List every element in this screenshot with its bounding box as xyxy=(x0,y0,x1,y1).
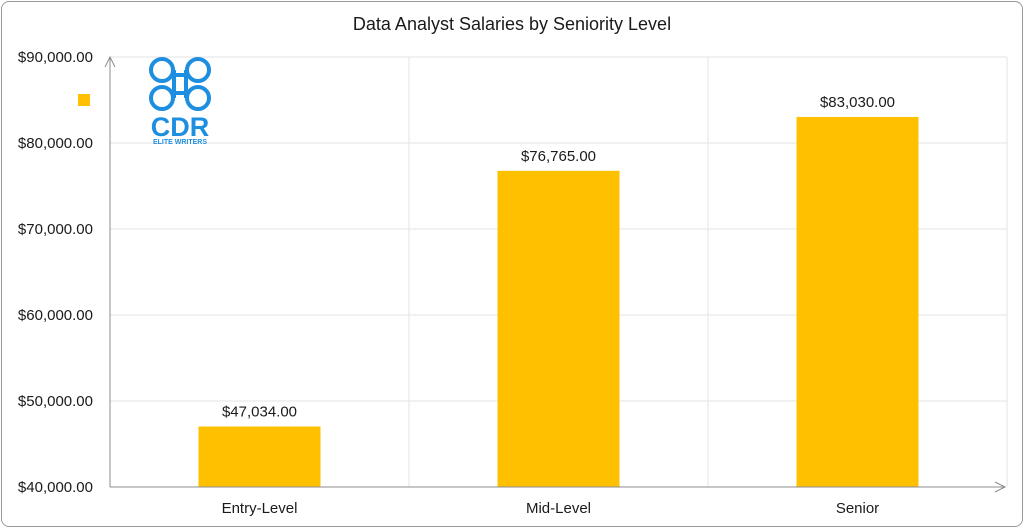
category-labels: Entry-Level Mid-Level Senior xyxy=(222,500,880,517)
category-label: Entry-Level xyxy=(222,500,298,517)
y-tick-label: $70,000.00 xyxy=(18,221,93,238)
y-tick-label: $50,000.00 xyxy=(18,393,93,410)
y-tick-label: $60,000.00 xyxy=(18,307,93,324)
data-label: $83,030.00 xyxy=(820,94,895,111)
bar xyxy=(796,116,919,487)
category-label: Mid-Level xyxy=(526,500,591,517)
y-tick-label: $90,000.00 xyxy=(18,49,93,66)
y-axis xyxy=(104,55,116,487)
cdr-elite-writers-logo: CDR ELITE WRITERS xyxy=(149,57,211,146)
logo-symbol-icon xyxy=(149,57,211,111)
data-labels: $47,034.00 $76,765.00 $83,030.00 xyxy=(222,94,895,421)
data-label: $76,765.00 xyxy=(521,148,596,165)
logo-main-text: CDR xyxy=(151,112,210,142)
y-tick-labels: $40,000.00 $50,000.00 $60,000.00 $70,000.00… xyxy=(18,49,93,496)
bar xyxy=(198,426,321,487)
y-tick-label: $40,000.00 xyxy=(18,479,93,496)
logo-sub-text: ELITE WRITERS xyxy=(153,139,207,146)
legend-swatch xyxy=(78,94,90,106)
x-axis xyxy=(110,481,1007,493)
y-tick-label: $80,000.00 xyxy=(18,135,93,152)
bars xyxy=(198,116,919,488)
bar xyxy=(497,170,620,488)
chart-title: Data Analyst Salaries by Seniority Level xyxy=(353,14,671,34)
category-label: Senior xyxy=(836,500,879,517)
data-label: $47,034.00 xyxy=(222,404,297,421)
